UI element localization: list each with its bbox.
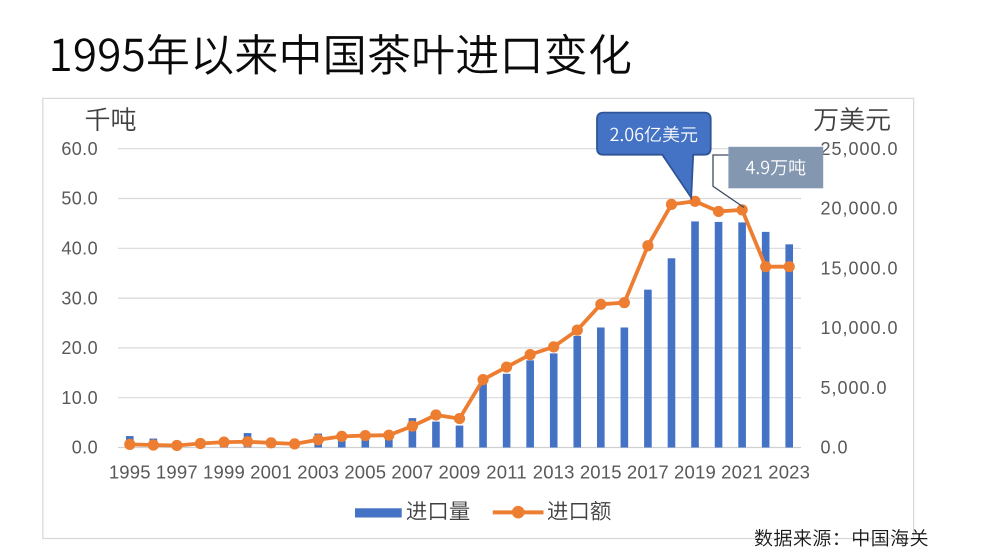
- svg-text:2003: 2003: [297, 462, 339, 483]
- svg-text:0.0: 0.0: [821, 438, 849, 458]
- svg-text:2011: 2011: [486, 462, 527, 483]
- svg-text:2001: 2001: [250, 462, 292, 483]
- svg-text:1999: 1999: [203, 462, 245, 483]
- svg-text:2013: 2013: [533, 462, 575, 483]
- svg-text:60.0: 60.0: [61, 139, 98, 159]
- svg-text:50.0: 50.0: [61, 189, 98, 209]
- svg-text:2015: 2015: [580, 462, 622, 483]
- svg-text:2019: 2019: [674, 462, 716, 483]
- svg-text:30.0: 30.0: [61, 288, 98, 308]
- svg-text:20.0: 20.0: [61, 338, 98, 358]
- svg-text:2009: 2009: [439, 462, 481, 483]
- svg-text:5,000.0: 5,000.0: [821, 378, 888, 398]
- svg-text:10.0: 10.0: [61, 388, 98, 408]
- svg-text:25,000.0: 25,000.0: [821, 139, 899, 159]
- svg-text:2017: 2017: [627, 462, 669, 483]
- svg-text:2023: 2023: [768, 462, 810, 483]
- svg-text:2007: 2007: [391, 462, 433, 483]
- svg-text:1995: 1995: [109, 462, 151, 483]
- svg-text:1997: 1997: [156, 462, 198, 483]
- svg-text:2021: 2021: [721, 462, 763, 483]
- svg-text:20,000.0: 20,000.0: [821, 199, 899, 219]
- svg-text:10,000.0: 10,000.0: [821, 318, 899, 338]
- svg-text:15,000.0: 15,000.0: [821, 258, 899, 278]
- svg-text:40.0: 40.0: [61, 239, 98, 259]
- svg-text:2005: 2005: [344, 462, 386, 483]
- svg-text:0.0: 0.0: [72, 438, 98, 458]
